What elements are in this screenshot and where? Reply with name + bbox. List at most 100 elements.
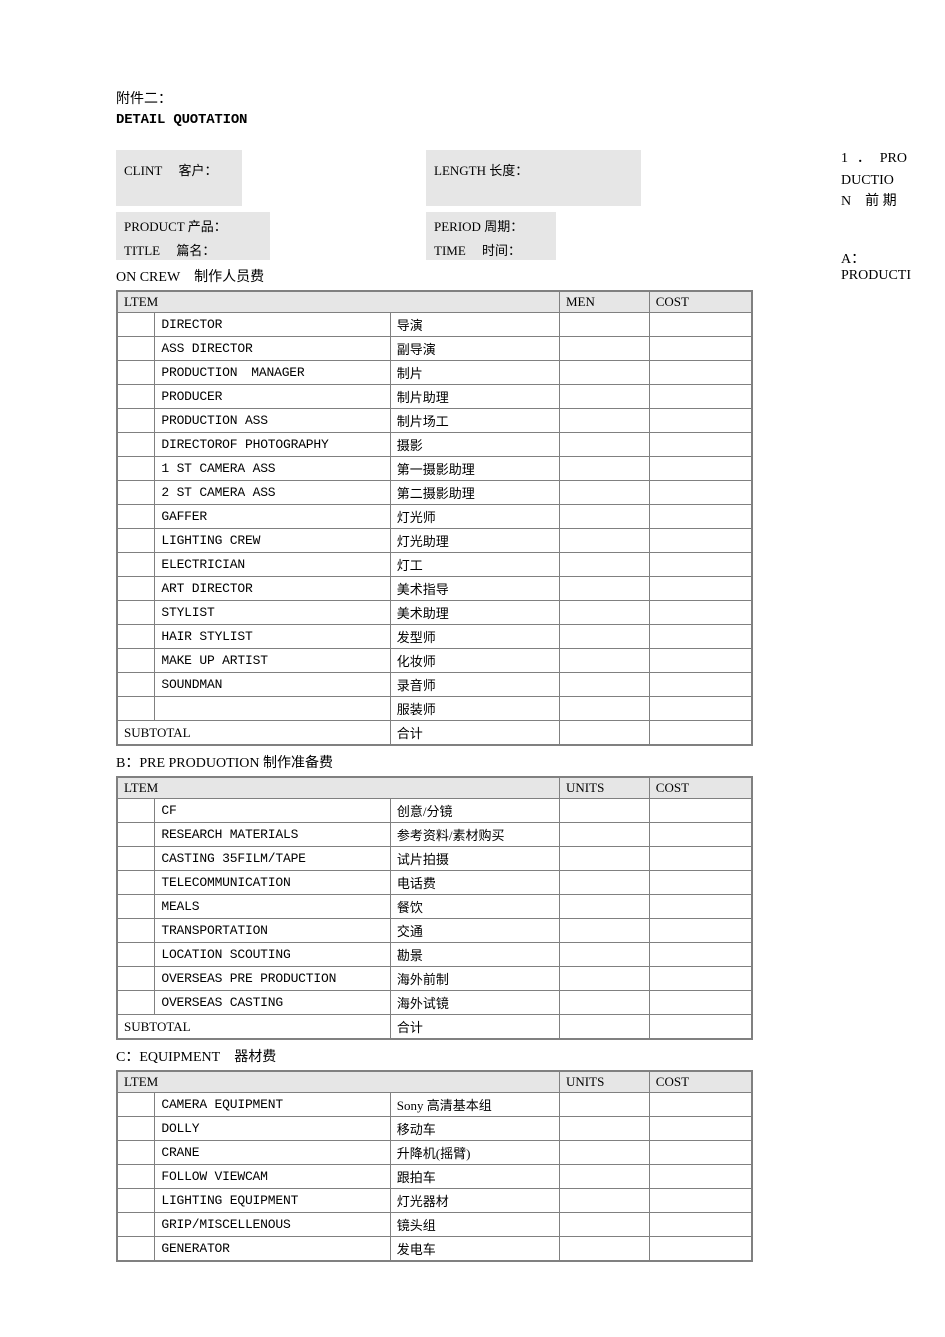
cell-cn: 灯光师 (390, 505, 559, 529)
table-row: ASS DIRECTOR副导演 (117, 337, 752, 361)
cell-cn: 勘景 (390, 943, 559, 967)
col-item: LTEM (117, 291, 559, 313)
table-row: 服装师 (117, 697, 752, 721)
table-row: GENERATOR发电车 (117, 1237, 752, 1262)
table-row: TELECOMMUNICATION电话费 (117, 871, 752, 895)
col-units: UNITS (560, 777, 650, 799)
cell-cn: 制片 (390, 361, 559, 385)
table-row: DIRECTOROF PHOTOGRAPHY摄影 (117, 433, 752, 457)
cell-units (559, 649, 649, 673)
header-length: LENGTH 长度： (426, 150, 641, 206)
cell-index (117, 337, 155, 361)
cell-units (560, 847, 650, 871)
cell-cost (649, 967, 752, 991)
section-a-label: ON CREW 制作人员费 (116, 266, 915, 286)
header-product-label: PRODUCT 产品： (124, 216, 227, 235)
table-row: ART DIRECTOR美术指导 (117, 577, 752, 601)
header-period-label: PERIOD 周期： (434, 216, 523, 235)
cell-index (117, 433, 155, 457)
cell-cost (649, 625, 752, 649)
cell-en: FOLLOW VIEWCAM (155, 1165, 390, 1189)
subtotal-cn: 合计 (390, 721, 559, 746)
table-equipment: LTEM UNITS COST CAMERA EQUIPMENTSony 高清基… (116, 1070, 753, 1262)
cell-index (117, 1117, 155, 1141)
col-men: MEN (559, 291, 649, 313)
cell-cn: 创意/分镜 (390, 799, 559, 823)
table-row: PRODUCER制片助理 (117, 385, 752, 409)
header-time: TIME 时间： (426, 236, 556, 260)
side-note-production: 1．PRO DUCTIO N 前 期 (841, 148, 907, 213)
side-note-a-producti: A： PRODUCTI (841, 248, 907, 284)
attachment-label: 附件二： (116, 88, 915, 108)
cell-index (117, 313, 155, 337)
subtotal-en: SUBTOTAL (117, 1015, 390, 1040)
table-row: CAMERA EQUIPMENTSony 高清基本组 (117, 1093, 752, 1117)
cell-units (560, 967, 650, 991)
cell-en: LIGHTING CREW (155, 529, 390, 553)
cell-index (117, 457, 155, 481)
cell-cost (649, 1189, 752, 1213)
header-title-label: TITLE 篇名： (124, 240, 215, 259)
subtotal-row: SUBTOTAL合计 (117, 1015, 752, 1040)
cell-en: DIRECTOROF PHOTOGRAPHY (155, 433, 390, 457)
cell-en: PRODUCTION MANAGER (155, 361, 390, 385)
cell-cost (649, 919, 752, 943)
table-row: 2 ST CAMERA ASS第二摄影助理 (117, 481, 752, 505)
cell-units (560, 1237, 650, 1262)
cell-units (560, 919, 650, 943)
cell-units (559, 361, 649, 385)
cell-en: CASTING 35FILM/TAPE (155, 847, 390, 871)
cell-cn: 美术助理 (390, 601, 559, 625)
cell-index (117, 697, 155, 721)
col-item: LTEM (117, 777, 560, 799)
header-length-label: LENGTH 长度： (434, 160, 528, 179)
col-units: UNITS (560, 1071, 650, 1093)
cell-units (559, 433, 649, 457)
cell-index (117, 1165, 155, 1189)
cell-index (117, 1093, 155, 1117)
cell-cost (649, 1213, 752, 1237)
cell-cn: 灯光助理 (390, 529, 559, 553)
detail-quotation-title: DETAIL QUOTATION (116, 112, 915, 128)
cell-cost (649, 361, 752, 385)
cell-en: OVERSEAS PRE PRODUCTION (155, 967, 390, 991)
cell-units (560, 1165, 650, 1189)
cell-index (117, 1237, 155, 1262)
table-header-row: LTEM UNITS COST (117, 1071, 752, 1093)
cell-cn: 第二摄影助理 (390, 481, 559, 505)
table-row: STYLIST美术助理 (117, 601, 752, 625)
table-row: HAIR STYLIST发型师 (117, 625, 752, 649)
cell-units (559, 481, 649, 505)
cell-cn: 电话费 (390, 871, 559, 895)
subtotal-cost (649, 721, 752, 746)
cell-units (559, 697, 649, 721)
cell-en: PRODUCER (155, 385, 390, 409)
cell-cost (649, 577, 752, 601)
col-cost: COST (649, 1071, 752, 1093)
cell-cn: 副导演 (390, 337, 559, 361)
subtotal-cost (649, 1015, 752, 1040)
cell-en: 2 ST CAMERA ASS (155, 481, 390, 505)
cell-cost (649, 823, 752, 847)
table-row: 1 ST CAMERA ASS第一摄影助理 (117, 457, 752, 481)
cell-en: GENERATOR (155, 1237, 390, 1262)
subtotal-units (560, 1015, 650, 1040)
table-row: CASTING 35FILM/TAPE试片拍摄 (117, 847, 752, 871)
cell-cn: 试片拍摄 (390, 847, 559, 871)
cell-units (559, 457, 649, 481)
table-row: MEALS餐饮 (117, 895, 752, 919)
header-clint: CLINT 客户： (116, 150, 242, 206)
cell-units (559, 337, 649, 361)
cell-cost (649, 1117, 752, 1141)
cell-en: DIRECTOR (155, 313, 390, 337)
cell-en: 1 ST CAMERA ASS (155, 457, 390, 481)
cell-cost (649, 409, 752, 433)
header-clint-label: CLINT 客户： (124, 160, 218, 179)
cell-cost (649, 1093, 752, 1117)
cell-cost (649, 457, 752, 481)
cell-en: ASS DIRECTOR (155, 337, 390, 361)
table-row: DOLLY移动车 (117, 1117, 752, 1141)
cell-en: RESEARCH MATERIALS (155, 823, 390, 847)
cell-cost (649, 553, 752, 577)
cell-index (117, 385, 155, 409)
